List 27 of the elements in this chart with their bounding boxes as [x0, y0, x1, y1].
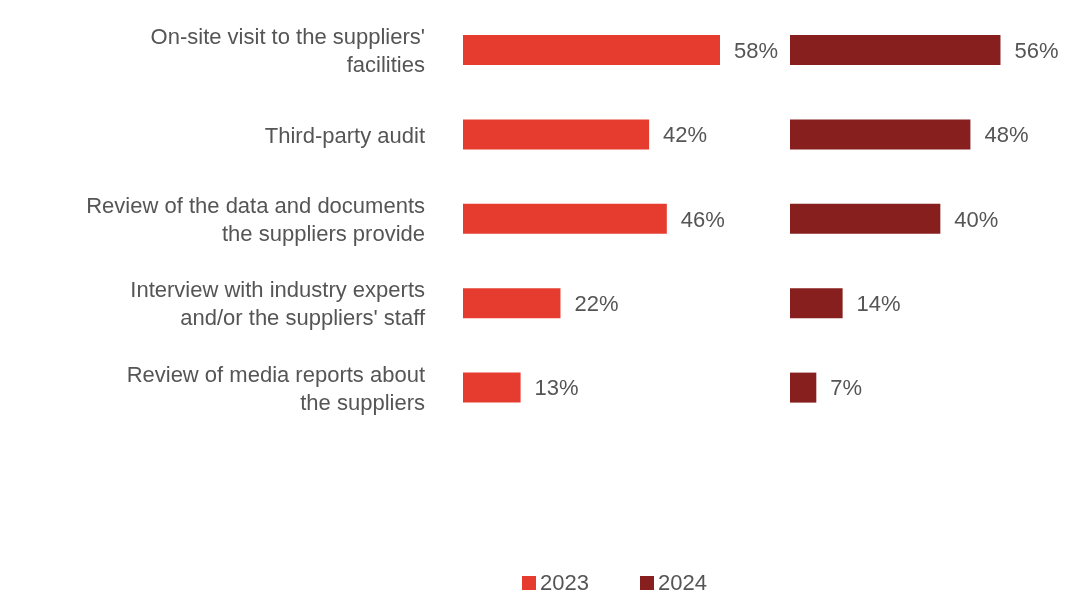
y-tick-label: Review of media reports about the suppliers [126, 361, 425, 415]
data-label: 14% [856, 291, 901, 317]
y-tick-label: On-site visit to the suppliers' facilities [150, 23, 425, 77]
data-label: 56% [1014, 37, 1059, 63]
bar [463, 35, 720, 65]
y-tick-label: Review of the data and documents the suppliers provide [86, 192, 425, 246]
data-label: 48% [984, 122, 1029, 148]
legend-label: 2023 [540, 570, 589, 596]
y-tick-label: Interview with industry experts and/or the suppliers' staff [130, 276, 426, 330]
data-label: 7% [830, 375, 863, 401]
bar [790, 372, 817, 403]
bar [790, 35, 1001, 65]
data-label: 58% [734, 37, 779, 63]
data-label: 40% [954, 206, 999, 232]
bar [463, 288, 561, 319]
data-label: 42% [663, 122, 708, 148]
bar [790, 203, 941, 234]
bar [463, 119, 650, 150]
legend-label: 2024 [658, 570, 707, 596]
bar [790, 288, 843, 319]
bar [463, 203, 667, 234]
data-label: 46% [680, 206, 725, 232]
bar [463, 372, 521, 403]
bar [790, 119, 971, 150]
data-label: 13% [534, 375, 579, 401]
y-tick-label: Third-party audit [264, 122, 425, 148]
data-label: 22% [574, 291, 619, 317]
